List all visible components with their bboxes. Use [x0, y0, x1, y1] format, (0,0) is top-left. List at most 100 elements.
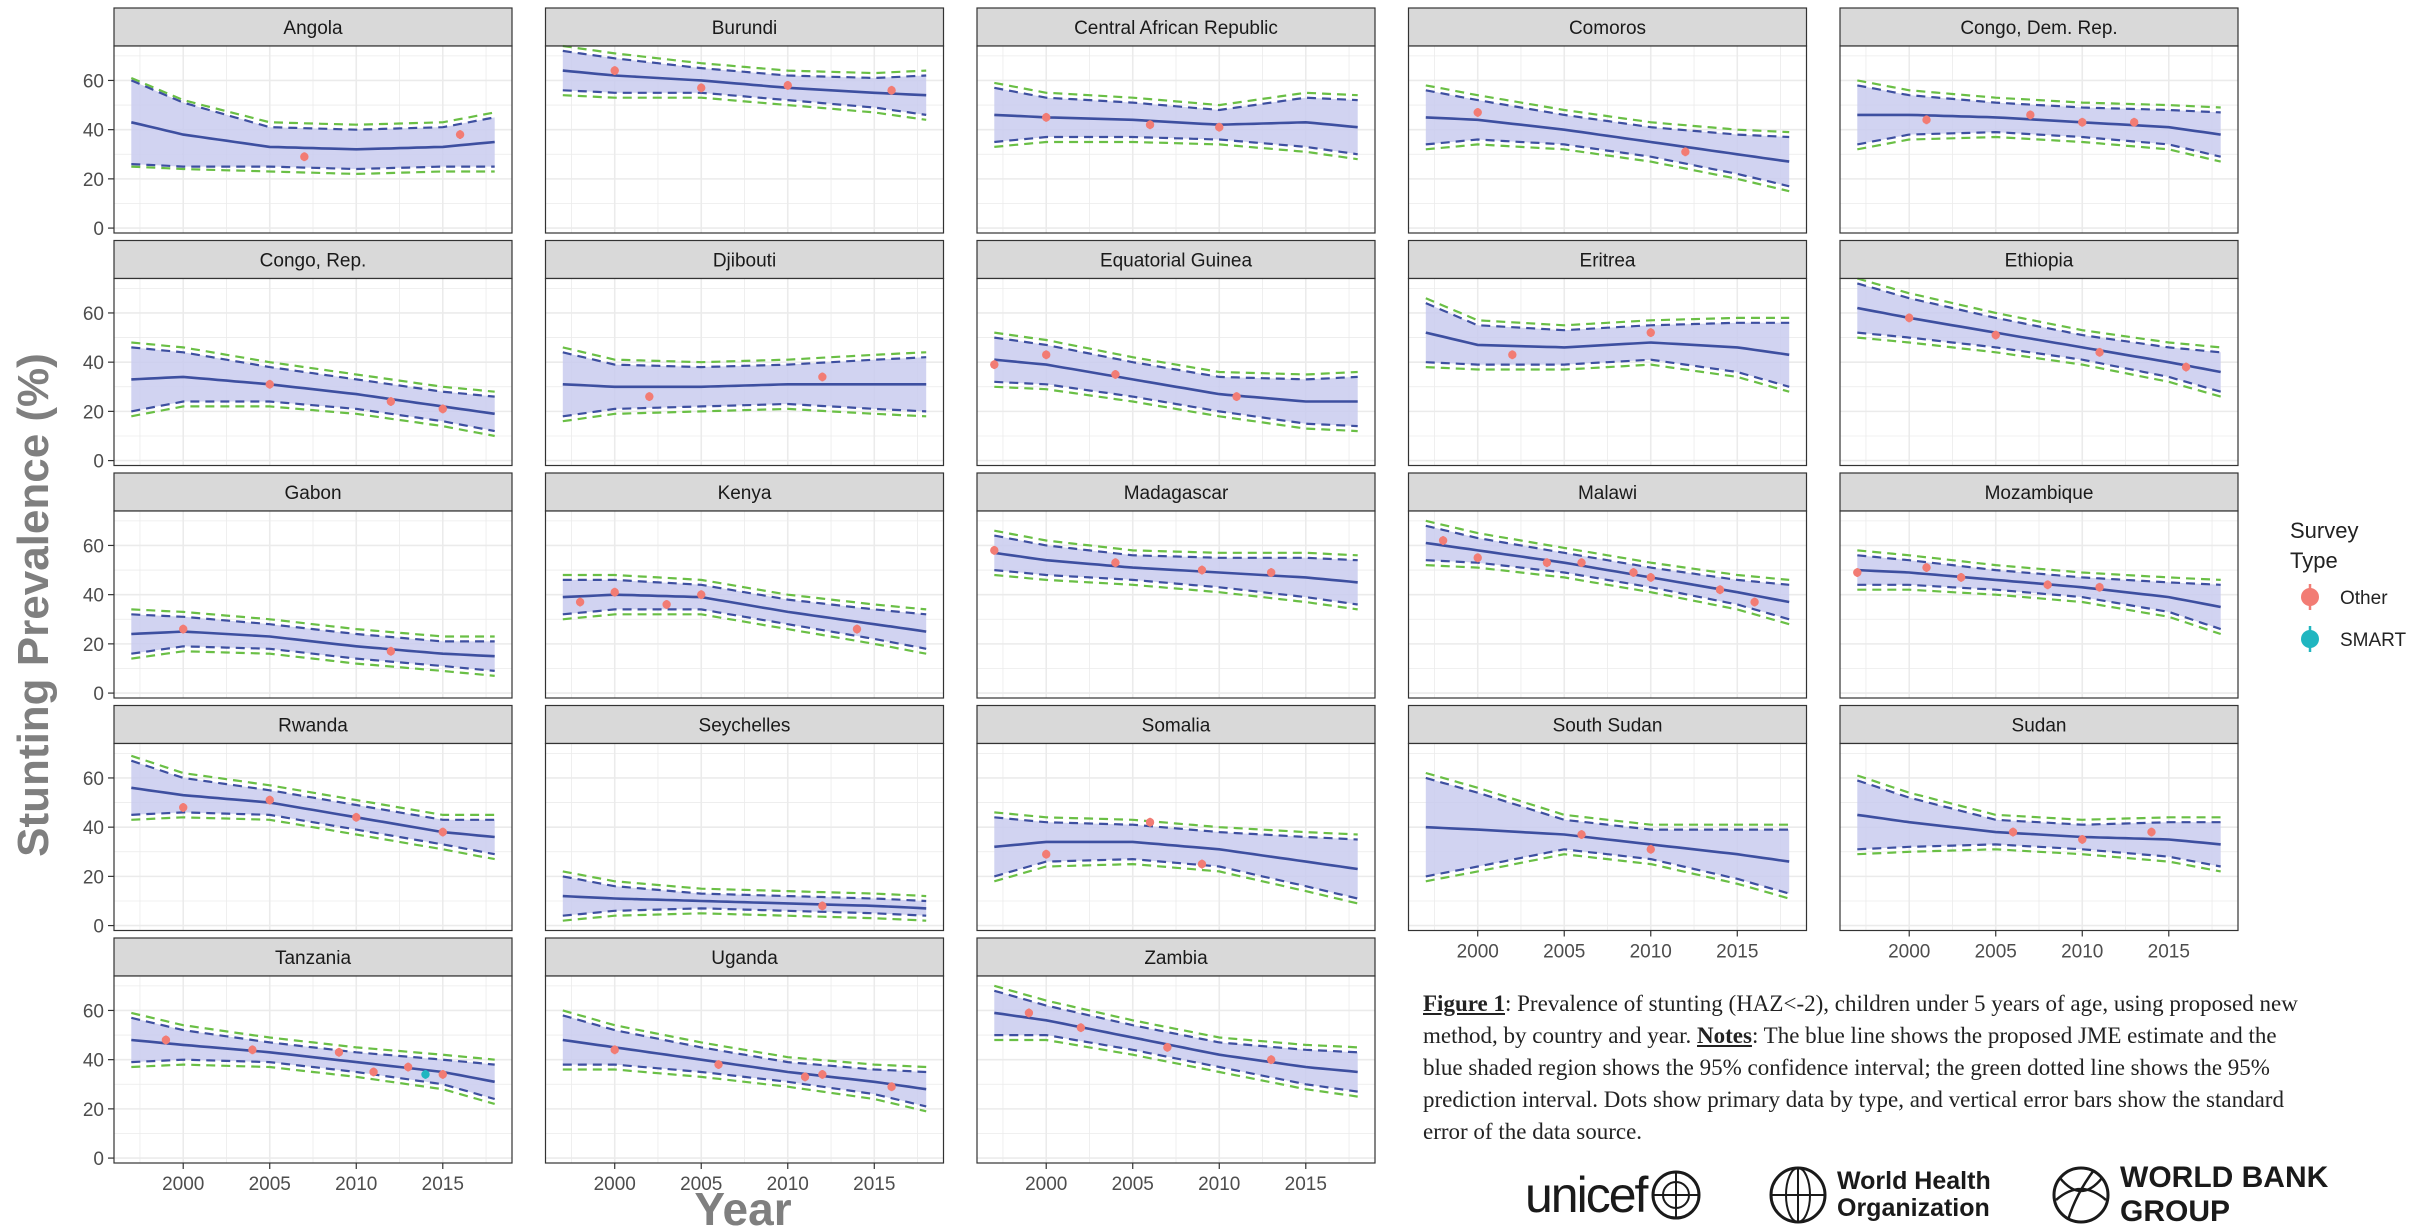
panel-title: Malawi [1578, 483, 1637, 504]
figure-text: : Prevalence of stunting (HAZ<-2), child… [1423, 991, 2298, 1048]
data-point [1042, 350, 1051, 359]
confidence-lower [994, 380, 1358, 428]
data-point [1922, 115, 1931, 125]
data-point [438, 1070, 447, 1079]
confidence-upper [994, 86, 1358, 112]
estimate-line [131, 786, 495, 839]
panel-border [544, 510, 945, 699]
data-point [1853, 568, 1862, 577]
confidence-lower [131, 400, 495, 433]
confidence-upper [1856, 779, 2221, 826]
data-point [265, 380, 274, 389]
confidence-upper [994, 534, 1358, 562]
data-point [248, 1045, 257, 1055]
confidence-lower [562, 402, 927, 418]
panel-title: Uganda [711, 948, 778, 969]
panel-strip [1407, 472, 1808, 512]
prediction-lower [1425, 853, 1790, 900]
data-point [1577, 830, 1586, 839]
confidence-upper [1425, 302, 1790, 332]
prediction-lower [562, 407, 927, 423]
data-point [369, 1067, 378, 1077]
unicef-wordmark: unicef [1525, 1167, 1648, 1223]
y-tick-label: 40 [83, 353, 104, 374]
estimate-line [1425, 825, 1790, 863]
confidence-upper [1425, 89, 1790, 139]
data-point [1646, 573, 1655, 582]
estimate-line [1425, 541, 1790, 604]
data-point [1542, 558, 1552, 567]
confidence-upper [562, 1014, 927, 1074]
y-tick-label: 60 [83, 1001, 104, 1022]
confidence-upper [994, 816, 1358, 841]
prediction-upper [131, 1011, 495, 1061]
data-point [1681, 147, 1690, 157]
panel-title: Eritrea [1580, 251, 1636, 272]
data-point [2026, 110, 2035, 120]
data-point [438, 404, 447, 414]
data-point [887, 1082, 896, 1091]
data-point [1905, 313, 1914, 323]
data-point [1991, 330, 2000, 340]
data-point [2078, 118, 2087, 127]
panel-strip [1839, 7, 2239, 47]
prediction-upper [1857, 549, 2221, 581]
data-point [1715, 585, 1725, 594]
data-point [610, 587, 619, 597]
panel-title: Ethiopia [2005, 251, 2074, 272]
panel-strip [976, 239, 1376, 280]
prediction-lower [1857, 848, 2221, 873]
panel-title: South Sudan [1553, 716, 1663, 737]
x-tick-label: 2005 [1112, 1174, 1154, 1195]
panel-title: Comoros [1569, 18, 1646, 39]
estimate-line [562, 593, 927, 633]
panel-sudan: Sudan 2000 2005 2010 2015 [1839, 704, 2239, 963]
confidence-lower [131, 163, 495, 171]
data-point [990, 360, 999, 369]
estimate-line [131, 1038, 495, 1084]
panel-kenya: Kenya [544, 472, 945, 699]
legend-label: SMART [2340, 630, 2407, 651]
data-point [386, 647, 396, 656]
estimate-line [562, 894, 927, 910]
panel-border [1407, 45, 1808, 234]
prediction-lower [562, 613, 927, 655]
data-point [610, 66, 619, 75]
panel-border [113, 510, 513, 699]
data-point [697, 83, 706, 93]
who-line2: Organization [1837, 1194, 1990, 1222]
estimate-line [1425, 116, 1790, 163]
panel-title: Kenya [718, 483, 772, 504]
panel-congo-dem-rep: Congo, Dem. Rep. [1839, 7, 2239, 234]
y-tick-label: 20 [83, 867, 104, 888]
confidence-lower [562, 608, 927, 650]
confidence-upper [131, 613, 495, 643]
data-point [403, 1062, 413, 1072]
y-tick-label: 20 [83, 635, 104, 656]
data-point [2043, 580, 2052, 590]
prediction-lower [994, 1038, 1358, 1098]
notes-label: Notes [1697, 1023, 1752, 1048]
confidence-upper [131, 346, 495, 398]
prediction-lower [131, 1063, 495, 1105]
data-point [1111, 558, 1120, 567]
x-tick-label: 2000 [1888, 942, 1930, 963]
confidence-lower [993, 857, 1358, 900]
panel-border [1839, 742, 2239, 932]
confidence-lower [994, 1034, 1358, 1093]
panel-title: Congo, Rep. [260, 251, 367, 272]
prediction-lower [562, 1068, 927, 1113]
panel-comoros: Comoros [1407, 7, 1808, 234]
confidence-upper [562, 49, 927, 80]
confidence-upper [130, 79, 495, 131]
panel-border [976, 510, 1376, 699]
who-logo: World Health Organization [1767, 1160, 1991, 1230]
data-point [1266, 1055, 1276, 1064]
data-point [800, 1072, 810, 1082]
panel-title: Central African Republic [1074, 18, 1278, 39]
data-point [818, 372, 827, 382]
estimate-line [562, 1038, 927, 1091]
data-point [334, 1048, 344, 1057]
panel-rwanda: Rwanda 0 20 40 60 [83, 704, 513, 938]
x-tick-label: 2005 [249, 1174, 291, 1195]
